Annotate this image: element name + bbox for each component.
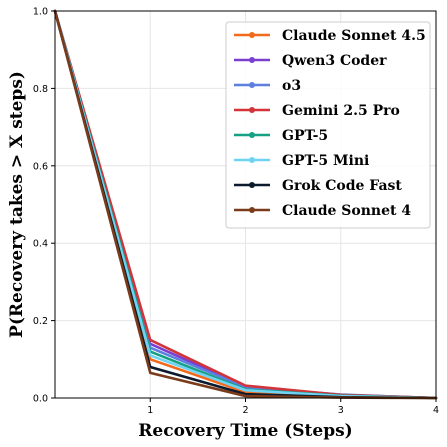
x-axis-title: Recovery Time (Steps) [138, 421, 352, 441]
legend-label: o3 [282, 78, 301, 94]
legend-item: Claude Sonnet 4.5 [234, 28, 426, 44]
y-tick-label: 0.6 [33, 161, 48, 172]
legend-swatch-marker [249, 57, 255, 63]
legend-item: o3 [234, 78, 301, 94]
legend-swatch-marker [249, 107, 255, 113]
legend-swatch-marker [249, 132, 255, 138]
legend-item: GPT-5 [234, 128, 328, 144]
legend-label: Qwen3 Coder [282, 53, 387, 69]
y-tick-label: 0.8 [33, 84, 48, 95]
legend-item: Qwen3 Coder [234, 53, 387, 69]
legend-label: GPT-5 Mini [282, 153, 369, 169]
legend-label: GPT-5 [282, 128, 328, 144]
legend-item: Gemini 2.5 Pro [234, 103, 400, 119]
legend-item: GPT-5 Mini [234, 153, 369, 169]
legend-swatch-marker [249, 157, 255, 163]
x-axis-ticks: 1 2 3 4 [147, 398, 439, 416]
x-tick-label: 4 [433, 405, 439, 416]
legend-swatch-marker [249, 82, 255, 88]
y-axis-ticks: 0.0 0.2 0.4 0.6 0.8 1.0 [33, 7, 55, 405]
series-lines [53, 9, 438, 400]
legend-label: Claude Sonnet 4 [282, 203, 411, 219]
legend: Claude Sonnet 4.5 Qwen3 Coder o3 Gemini 2.5… [225, 21, 431, 229]
x-tick-label: 2 [242, 405, 248, 416]
y-axis-title: P(Recovery takes > X steps) [7, 71, 27, 338]
legend-swatch-marker [249, 207, 255, 213]
legend-item: Claude Sonnet 4 [234, 203, 411, 219]
legend-box [225, 21, 431, 229]
y-tick-label: 1.0 [33, 7, 48, 18]
y-tick-label: 0.4 [33, 239, 48, 250]
legend-item: Grok Code Fast [234, 178, 402, 194]
legend-label: Gemini 2.5 Pro [282, 103, 400, 119]
x-tick-label: 3 [338, 405, 344, 416]
y-tick-label: 0.0 [33, 394, 48, 405]
legend-swatch-marker [249, 182, 255, 188]
legend-label: Grok Code Fast [282, 178, 402, 194]
legend-swatch-marker [249, 32, 255, 38]
x-tick-label: 1 [147, 405, 153, 416]
y-tick-label: 0.2 [33, 316, 48, 327]
legend-label: Claude Sonnet 4.5 [282, 28, 426, 44]
